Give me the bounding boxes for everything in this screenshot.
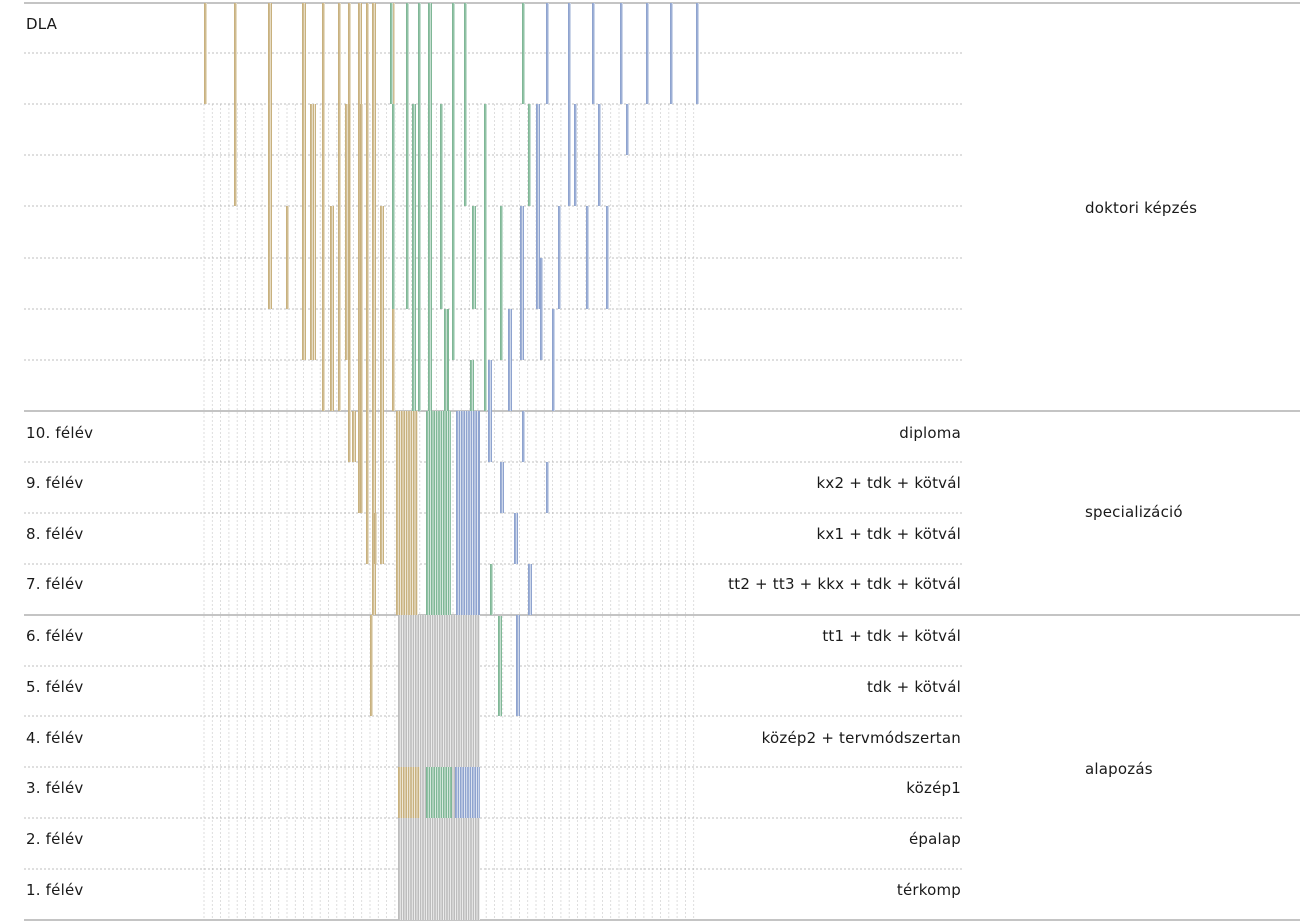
course-label-10: diploma [899,424,961,442]
track-green [418,3,421,411]
dla-label: DLA [26,15,58,33]
track-green [426,767,452,818]
track-tan [310,104,316,360]
track-blue [522,411,525,462]
track-blue [546,3,549,104]
track-green [484,104,487,411]
phase-label-doctoral: doktori képzés [1085,199,1198,217]
track-blue [586,206,589,309]
track-blue [455,767,480,818]
track-green [440,104,443,309]
track-green [406,3,409,309]
track-blue [540,258,543,360]
track-green [452,3,455,360]
track-green [390,3,393,104]
track-blue [558,206,561,309]
track-blue [574,104,577,206]
track-tan [286,206,289,309]
track-tan [322,3,325,411]
track-tan [374,513,377,564]
course-label-1: térkomp [896,881,961,899]
course-label-2: épalap [908,830,961,848]
track-blue [626,104,629,155]
track-blue [646,3,649,104]
semester-label-8: 8. félév [26,525,84,543]
track-blue [606,206,609,309]
track-tan [370,615,373,716]
track-blue [592,3,595,104]
course-label-3: közép1 [906,779,961,797]
track-blue [568,3,571,206]
track-blue [552,309,555,411]
track-green [522,3,525,104]
course-label-4: közép2 + tervmódszertan [761,729,961,747]
track-green [464,3,467,206]
semester-label-3: 3. félév [26,779,84,797]
semester-label-7: 7. félév [26,575,84,593]
semester-label-5: 5. félév [26,678,84,696]
semester-label-10: 10. félév [26,424,94,442]
track-green [500,206,503,360]
track-tan [234,3,237,206]
semester-label-6: 6. félév [26,627,84,645]
phase-label-foundation: alapozás [1085,760,1153,778]
track-blue [696,3,699,104]
course-label-5: tdk + kötvál [866,678,961,696]
semester-label-4: 4. félév [26,729,84,747]
course-label-7: tt2 + tt3 + kkx + tdk + kötvál [728,575,961,593]
course-label-6: tt1 + tdk + kötvál [822,627,961,645]
track-tan [366,3,369,564]
track-tan [204,3,207,104]
track-blue [598,104,601,206]
track-tan [360,104,363,513]
track-blue [620,3,623,104]
track-blue [546,462,549,513]
track-green [528,104,531,206]
semester-label-9: 9. félév [26,474,84,492]
semester-label-2: 2. félév [26,830,84,848]
phase-label-specialization: specializáció [1085,503,1183,521]
course-label-8: kx1 + tdk + kötvál [816,525,961,543]
track-green [490,564,493,615]
track-tan [338,3,341,411]
track-green [426,411,451,615]
track-blue [670,3,673,104]
course-label-9: kx2 + tdk + kötvál [816,474,961,492]
semester-label-1: 1. félév [26,881,84,899]
track-green [392,104,395,309]
